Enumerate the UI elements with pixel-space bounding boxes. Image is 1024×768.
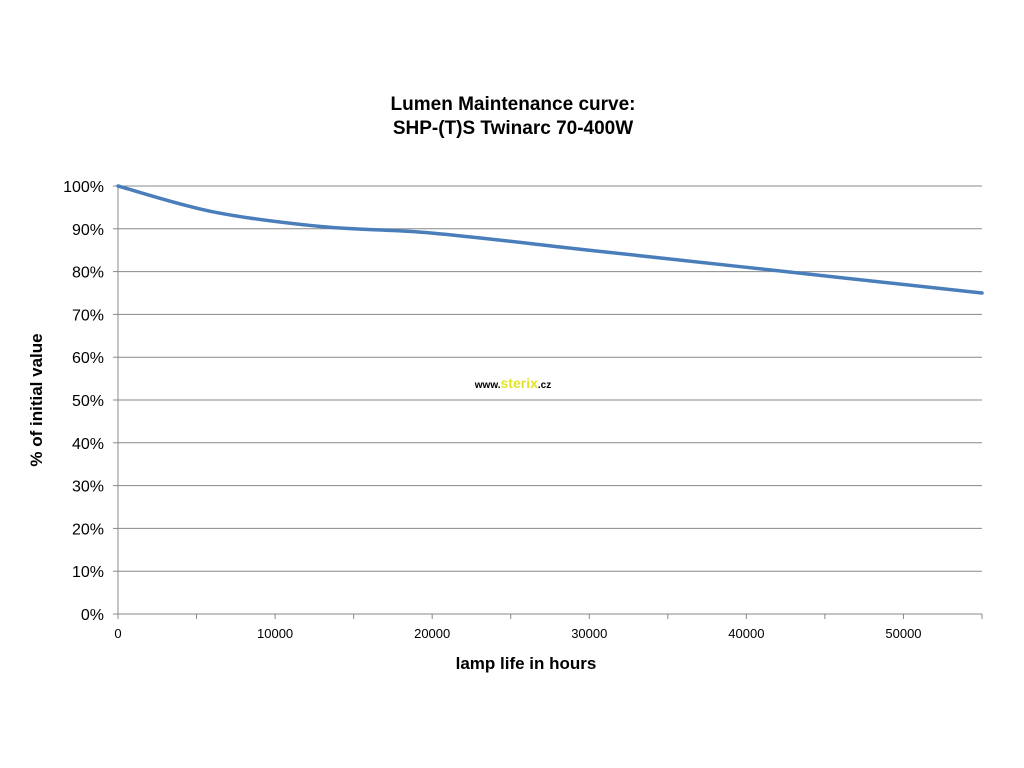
- y-tick-label: 30%: [72, 479, 104, 496]
- series-layer: [116, 184, 984, 295]
- y-tick-label: 70%: [72, 307, 104, 324]
- x-tick-label: 20000: [414, 626, 450, 641]
- series-line: [116, 184, 984, 295]
- watermark-suffix: .cz: [538, 380, 551, 391]
- x-axis-title: lamp life in hours: [456, 654, 597, 673]
- y-tick-label: 80%: [72, 265, 104, 282]
- watermark: www.sterix.cz: [474, 375, 551, 391]
- watermark-prefix: www.: [474, 380, 501, 391]
- y-tick-label: 40%: [72, 436, 104, 453]
- x-tick-label: 50000: [885, 626, 921, 641]
- x-tick-label: 10000: [257, 626, 293, 641]
- chart-title-line-2: SHP-(T)S Twinarc 70-400W: [393, 118, 633, 139]
- y-tick-label: 0%: [81, 607, 104, 624]
- y-tick-label: 10%: [72, 564, 104, 581]
- y-axis-title: % of initial value: [27, 333, 46, 466]
- y-tick-label: 100%: [63, 179, 104, 196]
- watermark-brand: sterix: [501, 375, 539, 391]
- y-tick-label: 20%: [72, 521, 104, 538]
- y-tick-label: 90%: [72, 222, 104, 239]
- chart-title-line-1: Lumen Maintenance curve:: [391, 94, 636, 115]
- gridlines: [118, 185, 982, 615]
- y-tick-label: 60%: [72, 350, 104, 367]
- y-tick-label: 50%: [72, 393, 104, 410]
- x-tick-label: 30000: [571, 626, 607, 641]
- x-tick-label: 40000: [728, 626, 764, 641]
- axes: 0% 10% 20% 30% 40% 50% 60% 70% 80% 90% 100% 0 10000 2…: [63, 179, 983, 641]
- x-tick-label: 0: [114, 626, 121, 641]
